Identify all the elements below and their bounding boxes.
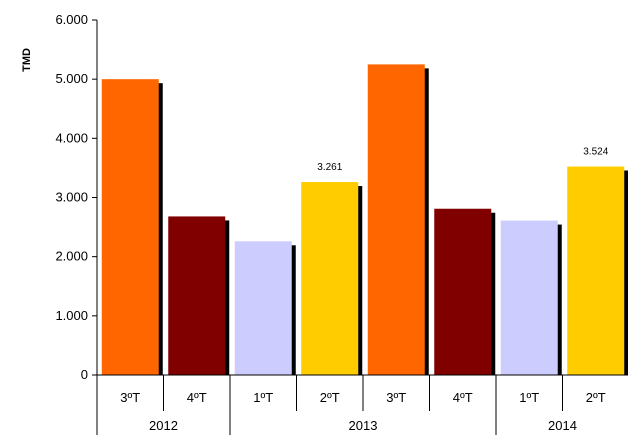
x-tick-label: 4ºT: [187, 390, 207, 405]
y-axis-ticks: 0 1.000 2.000 3.000 4.000 5.000 6.000: [55, 12, 97, 382]
y-tick-label: 2.000: [55, 249, 88, 264]
x-tick-label: 4ºT: [453, 390, 473, 405]
bar: [101, 79, 159, 376]
y-tick-label: 5.000: [55, 71, 88, 86]
bar: [434, 208, 492, 375]
x-tick-label: 2ºT: [586, 390, 606, 405]
x-tick-label: 2ºT: [320, 390, 340, 405]
bar: [168, 216, 226, 375]
y-tick-label: 0: [81, 367, 88, 382]
x-tick-label: 3ºT: [386, 390, 406, 405]
bar: [301, 182, 359, 375]
x-tick-label: 3ºT: [120, 390, 140, 405]
x-group-label: 2013: [349, 418, 378, 433]
y-tick-label: 6.000: [55, 12, 88, 27]
data-label: 3.261: [317, 162, 342, 173]
x-tick-label: 1ºT: [519, 390, 539, 405]
bars-layer: 3.261 3.524: [101, 64, 628, 376]
data-label: 3.524: [583, 146, 608, 157]
y-tick-label: 1.000: [55, 308, 88, 323]
y-tick-label: 4.000: [55, 130, 88, 145]
bar: [234, 241, 292, 375]
y-tick-label: 3.000: [55, 190, 88, 205]
x-group-label: 2012: [149, 418, 178, 433]
bar: [367, 64, 425, 375]
y-axis-label: TMD: [21, 48, 33, 72]
bar: [500, 220, 558, 375]
x-axis-categories: 3ºT 4ºT 1ºT 2ºT 3ºT 4ºT 1ºT 2ºT 2012 2013 2014: [96, 375, 606, 435]
bar: [567, 166, 625, 375]
x-tick-label: 1ºT: [253, 390, 273, 405]
x-group-label: 2014: [548, 418, 577, 433]
